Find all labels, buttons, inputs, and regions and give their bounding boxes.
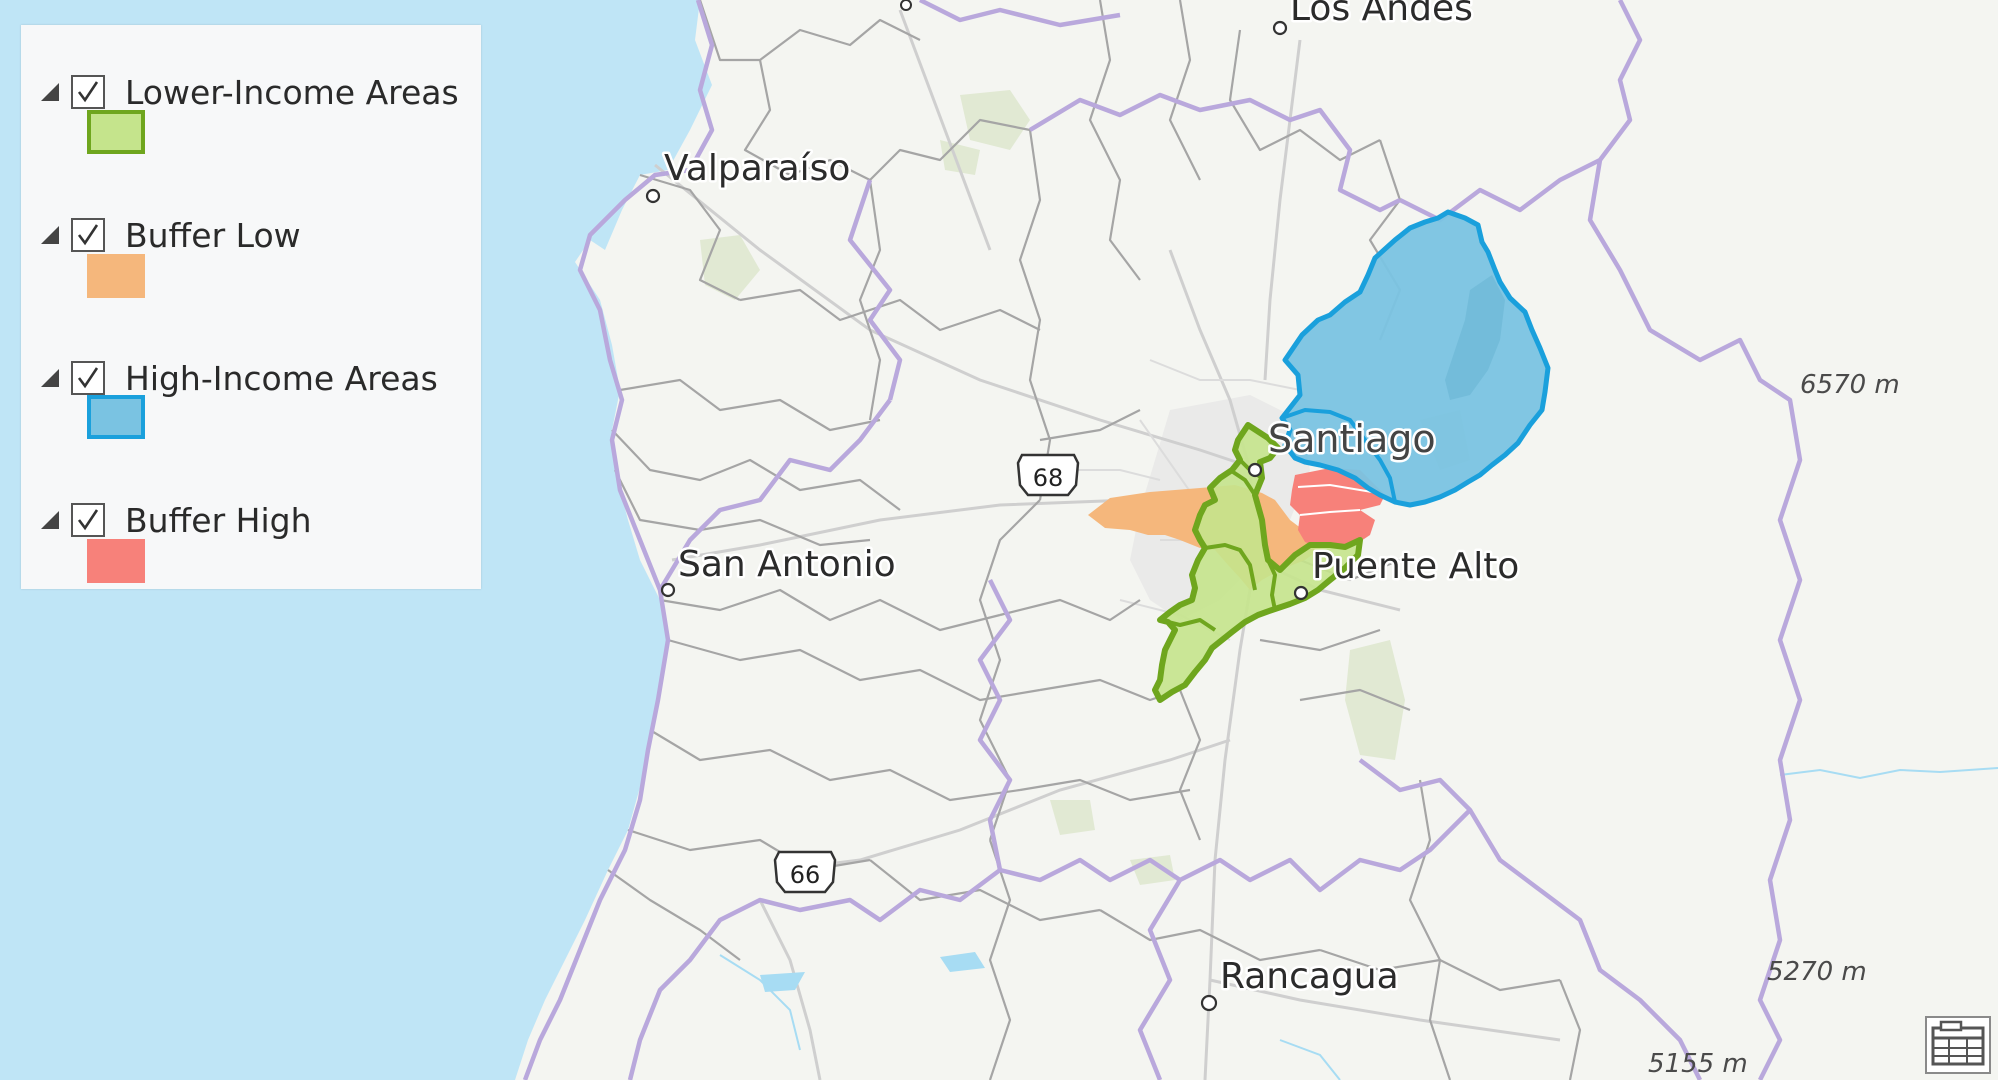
route-68-label: 68	[1033, 464, 1064, 492]
route-66-label: 66	[790, 861, 821, 889]
layer-visibility-checkbox[interactable]	[71, 503, 105, 537]
layer-row-buffer-low[interactable]: Buffer Low	[21, 205, 301, 265]
buffer-high-divisions	[1297, 483, 1373, 516]
layer-name-buffer-low: Buffer Low	[125, 215, 301, 255]
high-income-polygon[interactable]	[1279, 209, 1551, 508]
layer-name-lower-income: Lower-Income Areas	[125, 72, 459, 112]
label-puente-alto: Puente Alto	[1312, 546, 1519, 587]
checkmark-icon	[77, 81, 99, 103]
commune-boundaries	[607, 0, 1582, 1080]
label-valparaiso: Valparaíso	[664, 148, 850, 189]
attribute-table-button[interactable]	[1925, 1016, 1991, 1074]
high-income-shade	[1445, 275, 1505, 400]
swatch-high-income	[87, 395, 145, 439]
layer-name-buffer-high: Buffer High	[125, 500, 312, 540]
lower-income-polygon[interactable]	[1152, 422, 1363, 703]
route-shield-66: 66	[773, 850, 837, 894]
layer-visibility-checkbox[interactable]	[71, 361, 105, 395]
expand-collapse-icon[interactable]	[41, 226, 59, 244]
elevation-label-5270: 5270 m	[1767, 957, 1867, 987]
expand-collapse-icon[interactable]	[41, 369, 59, 387]
checkmark-icon	[77, 367, 99, 389]
checkmark-icon	[77, 224, 99, 246]
label-rancagua: Rancagua	[1220, 956, 1399, 997]
expand-collapse-icon[interactable]	[41, 511, 59, 529]
layer-visibility-checkbox[interactable]	[71, 75, 105, 109]
layer-visibility-checkbox[interactable]	[71, 218, 105, 252]
elevation-label-6570: 6570 m	[1800, 370, 1900, 400]
water-bodies	[760, 952, 985, 992]
swatch-lower-income	[87, 110, 145, 154]
layer-row-high-income[interactable]: High-Income Areas	[21, 348, 438, 408]
rivers	[719, 767, 1998, 1080]
swatch-buffer-low	[87, 254, 145, 298]
layer-name-high-income: High-Income Areas	[125, 358, 438, 398]
regional-boundaries	[522, 0, 1803, 1080]
label-los-andes: Los Andes	[1290, 0, 1473, 29]
label-san-antonio: San Antonio	[678, 544, 896, 585]
buffer-high-polygon[interactable]	[1290, 468, 1385, 548]
high-income-inner-boundaries	[1281, 408, 1397, 503]
layer-row-lower-income[interactable]: Lower-Income Areas	[21, 62, 459, 122]
city-markers	[645, 0, 1309, 1012]
elevation-label-5155: 5155 m	[1648, 1049, 1748, 1079]
swatch-buffer-high	[87, 539, 145, 583]
label-santiago: Santiago	[1268, 417, 1436, 461]
checkmark-icon	[77, 509, 99, 531]
legend-panel: Lower-Income Areas Buffer Low High-Incom…	[21, 25, 481, 589]
route-shield-68: 68	[1016, 453, 1080, 497]
attribute-table-icon	[1931, 1020, 1985, 1066]
layer-row-buffer-high[interactable]: Buffer High	[21, 490, 312, 550]
lower-income-inner-boundaries	[1159, 458, 1277, 632]
expand-collapse-icon[interactable]	[41, 83, 59, 101]
